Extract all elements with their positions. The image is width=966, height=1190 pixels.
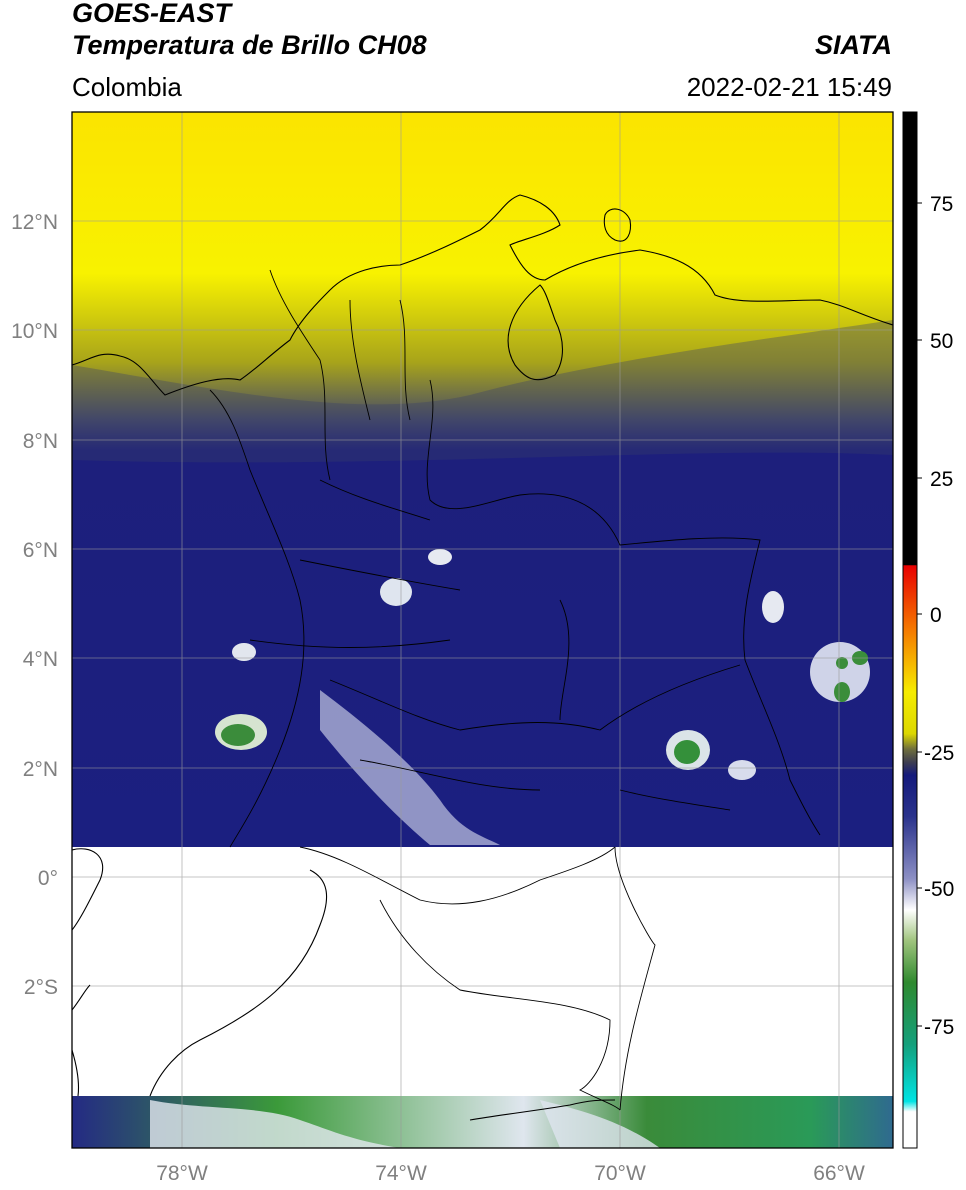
colorbar-tick-label: -50 — [924, 878, 954, 901]
no-data-band — [72, 847, 893, 1096]
cloud-streak — [320, 690, 500, 845]
colorbar-tick-label: 0 — [930, 604, 942, 627]
axis-labels: 78°W 74°W 70°W 66°W 12°N 10°N 8°N 6°N 4°… — [11, 211, 865, 1185]
brightness-temperature-field — [72, 112, 893, 847]
colorbar-labels: 75 50 25 0 -25 -50 -75 — [924, 193, 954, 1039]
cloud-cell — [232, 643, 256, 661]
colorbar-tick-label: -75 — [924, 1016, 954, 1039]
product-title: Temperatura de Brillo CH08 — [72, 30, 427, 60]
lat-tick-label: 2°S — [24, 976, 58, 999]
lon-tick-label: 74°W — [375, 1162, 427, 1185]
colorbar-tick-label: -25 — [924, 742, 954, 765]
colorbar-ticks — [917, 202, 922, 1027]
agency-label: SIATA — [815, 30, 892, 60]
lon-tick-label: 66°W — [813, 1162, 865, 1185]
lon-tick-label: 78°W — [156, 1162, 208, 1185]
lat-tick-label: 6°N — [23, 539, 58, 562]
lat-tick-label: 12°N — [11, 211, 58, 234]
colorbar — [902, 111, 918, 1149]
lat-tick-label: 2°N — [23, 758, 58, 781]
satellite-title: GOES-EAST — [72, 0, 232, 28]
colorbar-tick-label: 50 — [930, 330, 953, 353]
colorbar-tick-label: 75 — [930, 193, 953, 216]
lat-tick-label: 10°N — [11, 320, 58, 343]
colorbar-tick-label: 25 — [930, 468, 953, 491]
datetime-label: 2022-02-21 15:49 — [686, 72, 892, 102]
lat-tick-label: 8°N — [23, 430, 58, 453]
lon-tick-label: 70°W — [594, 1162, 646, 1185]
cloud-cell — [762, 591, 784, 623]
lat-tick-label: 0° — [38, 867, 58, 890]
lat-tick-label: 4°N — [23, 648, 58, 671]
map-frame — [71, 111, 894, 1149]
cloud-cell — [380, 578, 412, 606]
coastlines — [72, 194, 893, 1121]
political-borders — [209, 269, 821, 1111]
graticule — [72, 112, 893, 1148]
region-label: Colombia — [72, 72, 182, 102]
